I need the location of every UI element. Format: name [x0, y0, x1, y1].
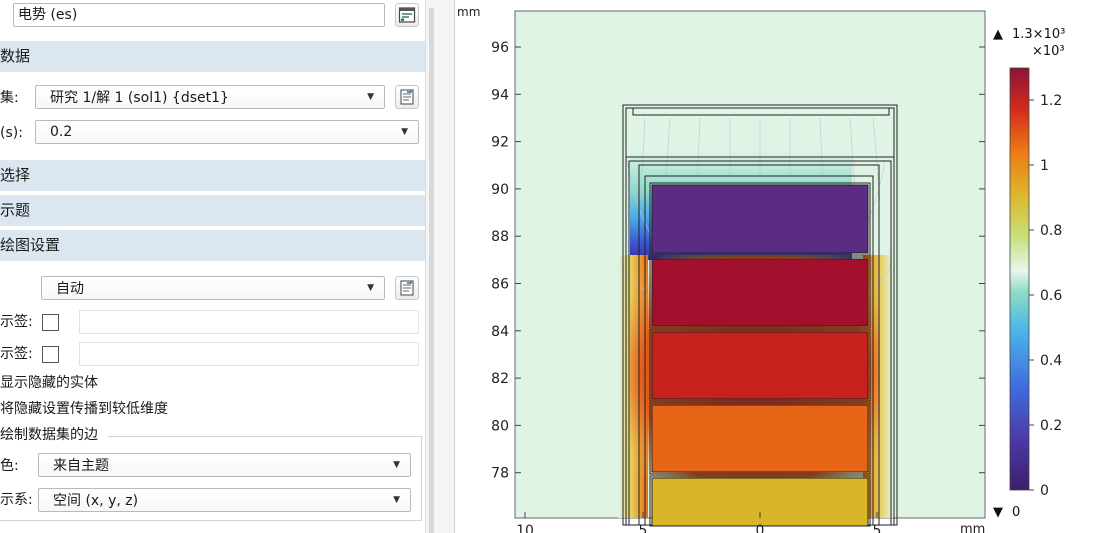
colorbar-tick-label: 0.8 — [1040, 223, 1062, 239]
settings-panel: 电势 (es) 数据 集: 研究 1/解 1 (sol1) {dset1} ▼ … — [0, 0, 425, 533]
x-tick-label: 10 — [516, 523, 534, 533]
colorbar-min-label: 0 — [1012, 505, 1020, 520]
chevron-down-icon: ▼ — [367, 283, 374, 293]
view-value: 自动 — [56, 281, 84, 297]
electrode-frame — [649, 402, 871, 475]
ylabel-checkbox[interactable] — [42, 346, 59, 363]
splitter-handle[interactable] — [429, 8, 434, 533]
down-arrow-icon: ▼ — [993, 505, 1003, 520]
expression-field[interactable]: 电势 (es) — [13, 3, 385, 27]
colorbar-tick-label: 0.2 — [1040, 418, 1062, 434]
xlabel-input[interactable] — [79, 310, 419, 334]
go-to-source-icon — [400, 89, 414, 105]
y-tick-label: 82 — [491, 371, 509, 387]
edge-color-label: 色: — [0, 458, 19, 474]
y-tick-label: 88 — [491, 229, 509, 245]
section-header-title[interactable]: 示题 — [0, 195, 425, 226]
y-tick-label: 92 — [491, 135, 509, 151]
time-select[interactable]: 0.2 ▼ — [35, 120, 419, 144]
y-tick-label: 84 — [491, 324, 509, 340]
section-header-plot-settings[interactable]: 绘图设置 — [0, 230, 425, 261]
electrode-frame — [649, 182, 871, 256]
y-tick-label: 96 — [491, 40, 509, 56]
x-tick-label: 0 — [756, 523, 765, 533]
x-tick-label: 5 — [873, 523, 882, 533]
electrode-4[interactable] — [651, 404, 869, 473]
colorbar-multiplier: ×10³ — [1032, 44, 1065, 59]
dataset-select[interactable]: 研究 1/解 1 (sol1) {dset1} ▼ — [35, 85, 385, 109]
time-label: (s): — [0, 125, 23, 141]
electrode-1[interactable] — [651, 184, 869, 254]
go-to-source-icon — [400, 280, 414, 296]
y-tick-label: 80 — [491, 418, 509, 434]
plot-dataset-edges-option[interactable]: 绘制数据集的边 — [0, 427, 98, 443]
edge-color-value: 来自主题 — [53, 458, 109, 474]
collapse-up-icon[interactable]: ^ — [434, 0, 443, 6]
expression-insert-button[interactable] — [395, 3, 419, 27]
colorbar-tick-label: 1.2 — [1040, 93, 1062, 109]
section-header-data[interactable]: 数据 — [0, 41, 425, 72]
section-title-plot-settings: 绘图设置 — [0, 236, 61, 254]
electrode-stack — [649, 182, 871, 527]
dataset-label: 集: — [0, 90, 19, 106]
section-title-data: 数据 — [0, 47, 31, 65]
electrode-frame — [649, 256, 871, 329]
colorbar-tick-label: 0.4 — [1040, 353, 1062, 369]
dataset-goto-button[interactable] — [395, 85, 419, 109]
time-value: 0.2 — [50, 124, 73, 140]
frame-value: 空间 (x, y, z) — [53, 493, 139, 509]
insert-expression-icon — [398, 7, 416, 23]
electrode-5[interactable] — [651, 477, 869, 527]
colorbar-tick-label: 0.6 — [1040, 288, 1062, 304]
section-title-selection: 选择 — [0, 166, 31, 184]
frame-select[interactable]: 空间 (x, y, z) ▼ — [38, 488, 411, 512]
colorbar[interactable] — [1009, 67, 1030, 491]
show-hidden-entities-option[interactable]: 显示隐藏的实体 — [0, 375, 98, 391]
ylabel-label: 示签: — [0, 346, 33, 362]
up-arrow-icon: ▲ — [993, 27, 1003, 42]
y-tick-label: 94 — [491, 87, 509, 103]
colorbar-tick-label: 0 — [1040, 483, 1049, 499]
view-select[interactable]: 自动 ▼ — [41, 276, 385, 300]
x-tick-label: 5 — [639, 523, 648, 533]
chevron-down-icon: ▼ — [393, 495, 400, 505]
x-axis: 10 5 0 5 — [516, 512, 881, 533]
chevron-down-icon: ▼ — [367, 92, 374, 102]
ylabel-input[interactable] — [79, 342, 419, 366]
xlabel-label: 示签: — [0, 314, 33, 330]
frame-label: 示系: — [0, 492, 33, 508]
y-tick-label: 78 — [491, 466, 509, 482]
plot-border — [454, 0, 455, 533]
colorbar-max-label: 1.3×10³ — [1012, 27, 1065, 42]
edge-color-select[interactable]: 来自主题 ▼ — [38, 453, 411, 477]
electrode-3[interactable] — [651, 331, 869, 400]
y-tick-label: 90 — [491, 182, 509, 198]
xlabel-checkbox[interactable] — [42, 314, 59, 331]
electrode-frame — [649, 329, 871, 402]
y-axis: 96 94 92 90 88 86 84 82 80 78 — [491, 40, 985, 482]
x-axis-unit: mm — [960, 522, 985, 533]
axis-unit-label: mm — [457, 5, 480, 19]
group-divider — [108, 436, 422, 437]
electrode-2[interactable] — [651, 258, 869, 327]
graphics-window[interactable]: mm — [455, 0, 1109, 533]
y-tick-label: 86 — [491, 277, 509, 293]
colorbar-ticks: 1.2 1 0.8 0.6 0.4 0.2 0 — [1029, 93, 1062, 499]
section-title-title: 示题 — [0, 201, 31, 219]
chevron-down-icon: ▼ — [393, 460, 400, 470]
group-divider — [0, 520, 422, 521]
view-goto-button[interactable] — [395, 276, 419, 300]
propagate-hidden-option[interactable]: 将隐藏设置传播到较低维度 — [0, 401, 168, 417]
panel-splitter[interactable]: ^ — [425, 0, 454, 533]
section-header-selection[interactable]: 选择 — [0, 160, 425, 191]
group-divider — [421, 436, 422, 520]
colorbar-tick-label: 1 — [1040, 158, 1049, 174]
dataset-value: 研究 1/解 1 (sol1) {dset1} — [50, 90, 229, 106]
chevron-down-icon: ▼ — [401, 127, 408, 137]
plot-canvas[interactable]: mm — [455, 0, 1109, 533]
